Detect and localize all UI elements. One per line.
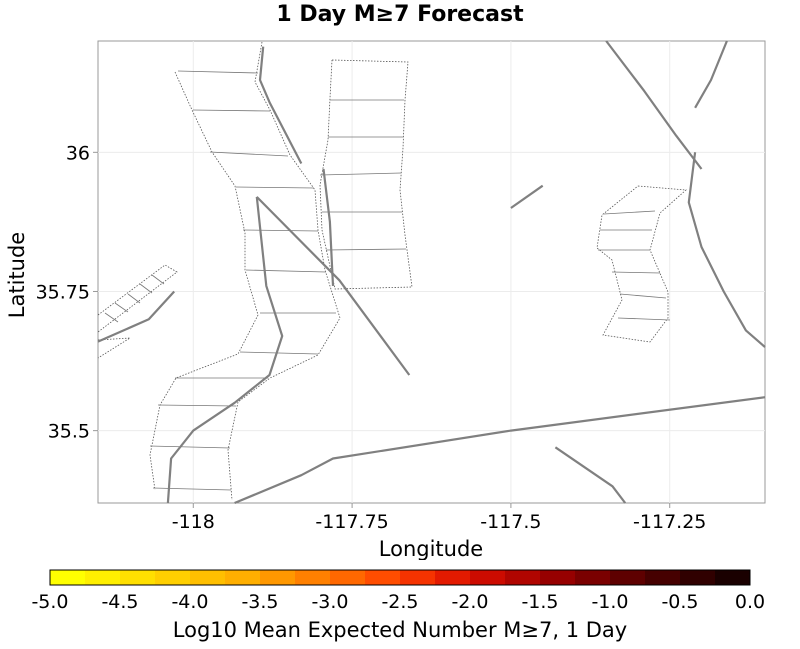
color-scale-tick-label: -5.0 xyxy=(31,591,68,613)
y-axis-ticks: 36 35.75 35.5 xyxy=(36,142,98,443)
y-tick-label: 36 xyxy=(66,142,90,164)
color-scale-label: Log10 Mean Expected Number M≥7, 1 Day xyxy=(173,618,627,642)
color-scale-tick-label: -2.0 xyxy=(451,591,488,613)
color-scale: -5.0 -4.5 -4.0 -3.5 -3.0 -2.5 -2.0 -1.5 -1.0 -0.5… xyxy=(31,569,765,642)
color-scale-cell xyxy=(260,570,296,585)
color-scale-cell xyxy=(610,570,646,585)
fault-trace xyxy=(234,396,766,505)
color-scale-tick-label: -1.0 xyxy=(591,591,628,613)
color-scale-cell xyxy=(120,570,156,585)
fault-zone-outline xyxy=(596,185,687,343)
fault-trace xyxy=(510,184,544,209)
fault-trace xyxy=(322,168,335,286)
fault-zone-polygons xyxy=(97,41,687,501)
fault-trace xyxy=(687,152,766,348)
chart-title: 1 Day M≥7 Forecast xyxy=(276,2,524,27)
x-tick-label: -117.25 xyxy=(633,511,706,533)
color-scale-tick-label: -1.5 xyxy=(521,591,558,613)
y-tick-label: 35.5 xyxy=(48,421,90,443)
color-scale-tick-label: -2.5 xyxy=(381,591,418,613)
color-scale-cell xyxy=(225,570,261,585)
fault-trace xyxy=(554,446,627,504)
fault-lines xyxy=(97,40,766,505)
color-scale-cell xyxy=(85,570,121,585)
y-tick-label: 35.75 xyxy=(36,281,90,303)
color-scale-ticks: -5.0 -4.5 -4.0 -3.5 -3.0 -2.5 -2.0 -1.5 -1.0 -0.5… xyxy=(31,591,765,613)
color-scale-cell xyxy=(645,570,681,585)
color-scale-cell xyxy=(540,570,576,585)
color-scale-frame xyxy=(49,569,751,586)
color-scale-cell xyxy=(680,570,716,585)
fault-zone-hatching xyxy=(104,70,671,491)
fault-zone-outline xyxy=(149,71,259,491)
color-scale-cell xyxy=(190,570,226,585)
plot-frame xyxy=(97,40,766,504)
color-scale-bar xyxy=(50,570,751,585)
grid-lines xyxy=(98,41,765,503)
fault-trace xyxy=(258,46,303,165)
color-scale-cell xyxy=(435,570,471,585)
color-scale-cell xyxy=(365,570,401,585)
color-scale-tick-label: -3.5 xyxy=(241,591,278,613)
y-axis-label: Latitude xyxy=(5,232,29,318)
fault-trace xyxy=(256,196,411,376)
color-scale-cell xyxy=(50,570,86,585)
x-axis-ticks: -118 -117.75 -117.5 -117.25 xyxy=(172,503,706,533)
fault-trace xyxy=(605,40,703,170)
color-scale-cell xyxy=(295,570,331,585)
color-scale-cell xyxy=(715,570,751,585)
x-tick-label: -117.5 xyxy=(480,511,541,533)
fault-zone-outline xyxy=(97,337,131,359)
fault-trace xyxy=(166,196,284,504)
x-tick-label: -117.75 xyxy=(315,511,388,533)
fault-zone-outline xyxy=(319,59,413,290)
color-scale-cell xyxy=(330,570,366,585)
color-scale-tick-label: -4.0 xyxy=(171,591,208,613)
fault-trace xyxy=(694,40,728,109)
fault-trace xyxy=(97,290,176,343)
color-scale-cell xyxy=(575,570,611,585)
color-scale-cell xyxy=(400,570,436,585)
x-tick-label: -118 xyxy=(172,511,215,533)
color-scale-tick-label: -4.5 xyxy=(101,591,138,613)
fault-zone-outline xyxy=(227,41,341,501)
color-scale-cell xyxy=(505,570,541,585)
x-axis-label: Longitude xyxy=(379,537,483,560)
color-scale-tick-label: 0.0 xyxy=(735,591,765,613)
map-plot: -118 -117.75 -117.5 -117.25 36 35.75 35.5 Lon… xyxy=(5,40,766,560)
color-scale-cell xyxy=(470,570,506,585)
color-scale-cell xyxy=(155,570,191,585)
color-scale-tick-label: -0.5 xyxy=(661,591,698,613)
color-scale-tick-label: -3.0 xyxy=(311,591,348,613)
fault-zone-outline xyxy=(97,264,178,333)
